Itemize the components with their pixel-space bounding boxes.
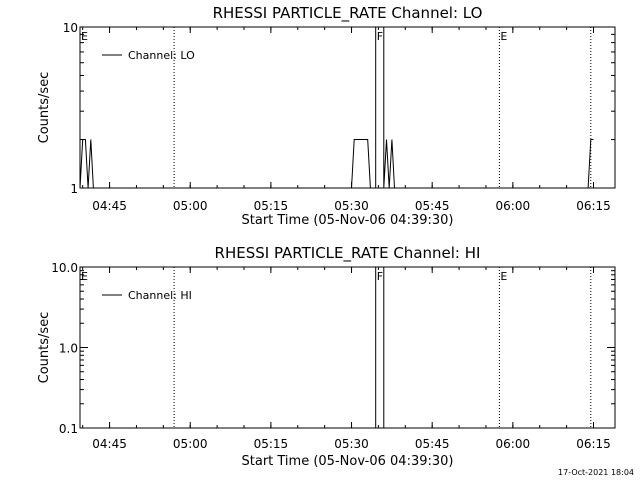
x-tick-label: 06:00 — [496, 199, 531, 213]
x-tick-label: 06:00 — [496, 437, 531, 451]
y-axis-label: Counts/sec — [37, 312, 52, 384]
x-tick-label: 06:15 — [576, 437, 611, 451]
chart-title: RHESSI PARTICLE_RATE Channel: LO — [213, 4, 483, 23]
hi-channel-panel: RHESSI PARTICLE_RATE Channel: HI 04:45 05:… — [37, 244, 616, 469]
legend-entry: Channel: HI — [128, 289, 192, 302]
x-tick-label: 05:15 — [254, 437, 289, 451]
legend-entry: Channel: LO — [128, 49, 195, 62]
event-marker-label: E — [81, 30, 88, 43]
event-marker-label: E — [500, 270, 507, 283]
y-tick-label: 10.0 — [51, 261, 78, 275]
x-tick-label: 05:45 — [415, 199, 450, 213]
x-tick-label: 05:00 — [173, 437, 208, 451]
chart-title: RHESSI PARTICLE_RATE Channel: HI — [215, 244, 481, 263]
lo-channel-panel: RHESSI PARTICLE_RATE Channel: LO 04:45 05:… — [37, 4, 616, 228]
x-tick-label: 05:15 — [254, 199, 289, 213]
x-tick-label: 04:45 — [92, 437, 127, 451]
x-tick-label: 05:30 — [334, 437, 369, 451]
x-tick-label: 04:45 — [92, 199, 127, 213]
series-line-channel-hi — [375, 266, 385, 428]
x-tick-label: 06:15 — [576, 199, 611, 213]
x-axis-label: Start Time (05-Nov-06 04:39:30) — [242, 213, 454, 228]
y-tick-label: 10 — [63, 21, 78, 35]
event-marker-label: E — [500, 30, 507, 43]
y-tick-label: 0.1 — [59, 422, 78, 436]
y-tick-label: 1.0 — [59, 342, 78, 356]
x-tick-label: 05:45 — [415, 437, 450, 451]
y-axis-label: Counts/sec — [37, 72, 52, 144]
event-marker-label: E — [81, 270, 88, 283]
x-tick-label: 05:30 — [334, 199, 369, 213]
series-line-channel-lo — [79, 26, 594, 189]
x-axis-label: Start Time (05-Nov-06 04:39:30) — [242, 454, 454, 469]
y-tick-label: 1 — [70, 182, 78, 196]
x-tick-label: 05:00 — [173, 199, 208, 213]
event-marker-label: F — [377, 270, 383, 283]
footer-timestamp: 17-Oct-2021 18:04 — [558, 468, 634, 477]
event-marker-label: F — [377, 30, 383, 43]
